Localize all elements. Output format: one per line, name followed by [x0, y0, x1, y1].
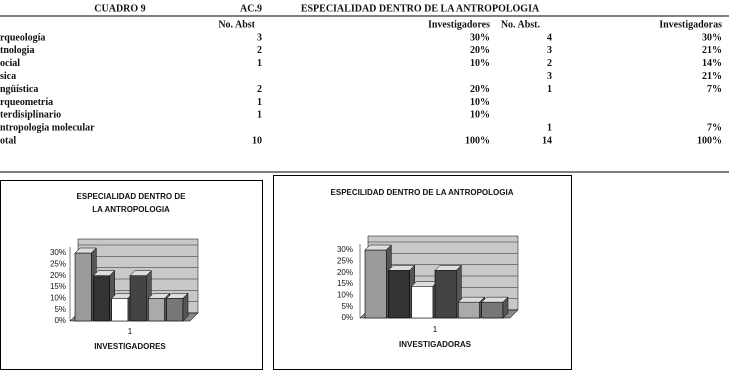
cell: 1 [257, 97, 262, 108]
y-tick-label: 10% [50, 293, 66, 302]
chart-title: ESPECIALIDAD DENTRO DE LA ANTROPOLOGIA [77, 192, 187, 214]
y-tick-label: 25% [337, 256, 353, 265]
cell: 20% [470, 84, 490, 95]
cell: 2 [257, 84, 262, 95]
cell: 10% [470, 110, 490, 121]
chart-frame [273, 175, 572, 370]
column-header: No. Abst [218, 19, 255, 30]
row-label: sica [0, 71, 16, 82]
cell: 30% [470, 32, 490, 43]
y-tick-label: 10% [337, 290, 353, 299]
cell: 1 [547, 123, 552, 134]
column-header: Investigadoras [659, 19, 722, 30]
x-axis-label: INVESTIGADORAS [399, 340, 472, 349]
y-tick-label: 25% [50, 259, 66, 268]
bar [458, 301, 480, 319]
cell: 100% [465, 135, 490, 146]
title: ESPECIALIDAD DENTRO DE LA ANTROPOLOGIA [301, 3, 540, 14]
bar [111, 298, 129, 322]
bar-side [502, 296, 509, 319]
y-tick-label: 5% [54, 305, 66, 314]
cell: 4 [547, 32, 552, 43]
row-label: tnologia [0, 45, 34, 56]
bar [129, 275, 147, 322]
x-tick-label: 1 [128, 327, 133, 336]
cell: 10% [470, 97, 490, 108]
bar [364, 249, 387, 319]
cell: 2 [547, 58, 552, 69]
y-tick-label: 15% [50, 282, 66, 291]
y-tick-label: 0% [341, 313, 353, 322]
cell: 3 [257, 32, 262, 43]
cell: 1 [257, 110, 262, 121]
y-tick-label: 0% [54, 316, 66, 325]
x-tick-label: 1 [433, 325, 438, 334]
column-header: No. Abst. [501, 19, 541, 30]
bar [93, 275, 110, 322]
y-tick-label: 15% [337, 279, 353, 288]
cell: 3 [547, 45, 552, 56]
cell: 3 [547, 71, 552, 82]
cell: 30% [702, 32, 722, 43]
bar-side [182, 292, 189, 322]
row-label: otal [0, 135, 16, 146]
bar [74, 252, 92, 322]
bar [148, 298, 165, 322]
column-header: Investigadores [428, 19, 490, 30]
chart-title: ESPECILIDAD DENTRO DE LA ANTROPOLOGIA [331, 188, 514, 197]
cell: 7% [707, 84, 722, 95]
cell: 10% [470, 58, 490, 69]
y-tick-label: 30% [50, 248, 66, 257]
cell: 1 [257, 58, 262, 69]
bar [481, 301, 504, 319]
row-label: rqueología [0, 32, 45, 43]
x-axis-label: INVESTIGADORES [94, 342, 166, 351]
cuadro: CUADRO 9 [94, 3, 145, 14]
row-label: ngüística [0, 84, 38, 95]
cell: 14% [702, 58, 722, 69]
bar [411, 285, 434, 319]
cell: 21% [702, 45, 722, 56]
bar [388, 270, 410, 319]
y-tick-label: 30% [337, 245, 353, 254]
chart-frame [0, 180, 263, 370]
cell: 100% [697, 135, 722, 146]
cell: 7% [707, 123, 722, 134]
y-tick-label: 20% [337, 268, 353, 277]
cell: 21% [702, 71, 722, 82]
cell: 20% [470, 45, 490, 56]
row-label: ocial [0, 58, 20, 69]
row-label: terdisiplinario [0, 110, 61, 121]
bar [434, 270, 457, 319]
row-label: ntropologia molecular [0, 123, 95, 134]
row-label: rqueometría [0, 97, 53, 108]
bar [166, 298, 184, 322]
y-tick-label: 20% [50, 271, 66, 280]
cell: 10 [252, 135, 262, 146]
cell: 14 [542, 135, 552, 146]
code: AC.9 [240, 3, 262, 14]
y-tick-label: 5% [341, 302, 353, 311]
cell: 2 [257, 45, 262, 56]
cell: 1 [547, 84, 552, 95]
